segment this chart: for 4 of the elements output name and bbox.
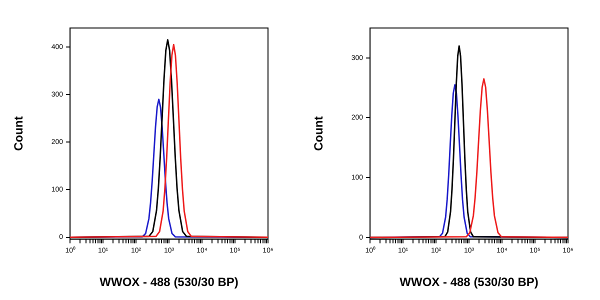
y-axis-title: Count (312, 116, 326, 151)
x-axis-title: WWOX - 488 (530/30 BP) (100, 275, 238, 290)
x-axis-title: WWOX - 488 (530/30 BP) (400, 275, 538, 290)
y-axis-title: Count (12, 116, 26, 151)
